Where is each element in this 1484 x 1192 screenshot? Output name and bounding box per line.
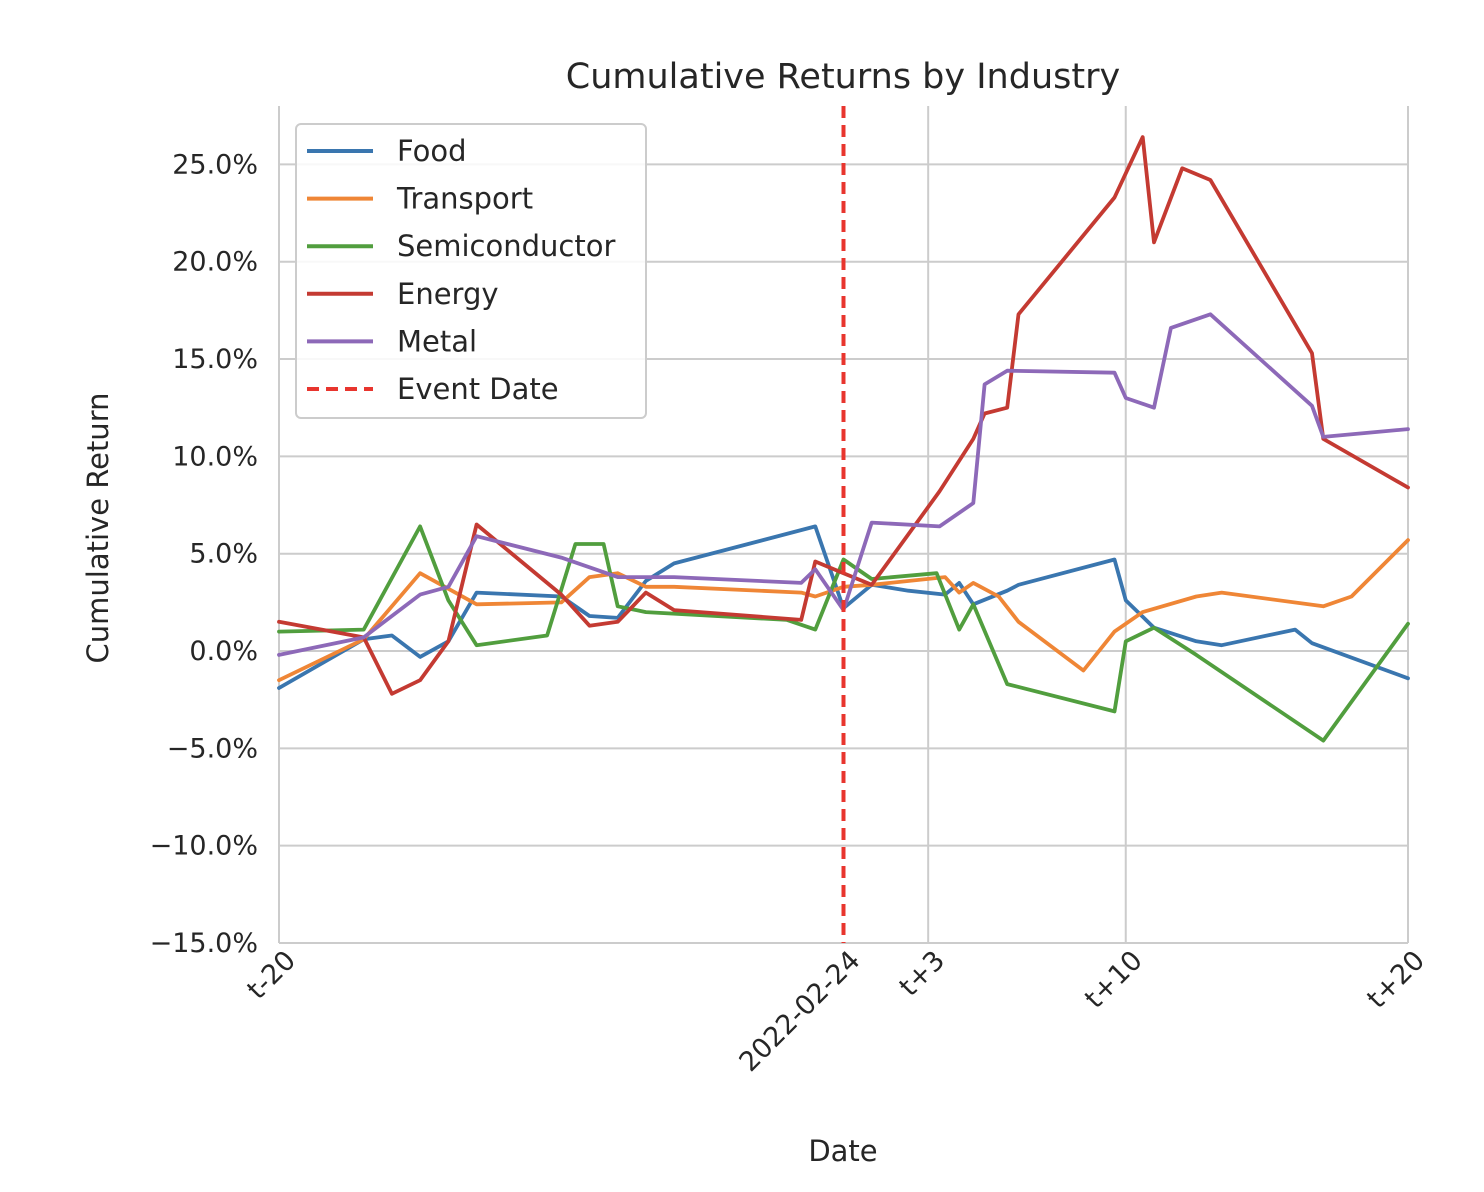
series-line-food	[277, 524, 1410, 690]
y-tick-label: −15.0%	[150, 928, 258, 959]
legend-label: Event Date	[397, 372, 559, 406]
chart-title: Cumulative Returns by Industry	[566, 57, 1120, 97]
legend-label: Metal	[397, 324, 477, 358]
y-tick-label: 20.0%	[172, 247, 258, 278]
y-tick-labels: −15.0% −10.0% −5.0% 0.0% 5.0% 10.0% 15.0% 20.0%…	[150, 149, 258, 959]
x-axis-title: Date	[808, 1134, 877, 1168]
x-tick-label: t+20	[1361, 945, 1431, 1015]
legend-label: Energy	[397, 277, 499, 311]
axes	[278, 106, 1408, 944]
x-tick-label: t+3	[894, 945, 952, 1003]
legend-label: Food	[397, 134, 467, 168]
legend-box	[295, 123, 647, 419]
y-tick-label: 10.0%	[172, 441, 258, 472]
legend-label: Semiconductor	[397, 229, 615, 263]
series-lines	[277, 135, 1410, 743]
y-tick-label: 15.0%	[172, 344, 258, 375]
y-tick-label: 5.0%	[189, 539, 258, 570]
y-tick-label: −5.0%	[167, 733, 258, 764]
y-tick-label: 0.0%	[189, 636, 258, 667]
legend-label: Transport	[396, 182, 533, 216]
x-tick-labels: t-20 2022-02-24 t+3 t+10 t+20	[241, 945, 1431, 1078]
x-tick-label: 2022-02-24	[734, 945, 867, 1078]
y-tick-label: 25.0%	[172, 149, 258, 180]
y-tick-label: −10.0%	[150, 831, 258, 862]
x-tick-label: t+10	[1079, 945, 1149, 1015]
series-line-semiconductor	[277, 524, 1410, 743]
legend: Food Transport Semiconductor Energy Metal Eve…	[295, 123, 647, 419]
series-line-energy	[277, 135, 1410, 696]
series-line-metal	[277, 312, 1410, 657]
y-axis-title: Cumulative Return	[81, 393, 115, 664]
